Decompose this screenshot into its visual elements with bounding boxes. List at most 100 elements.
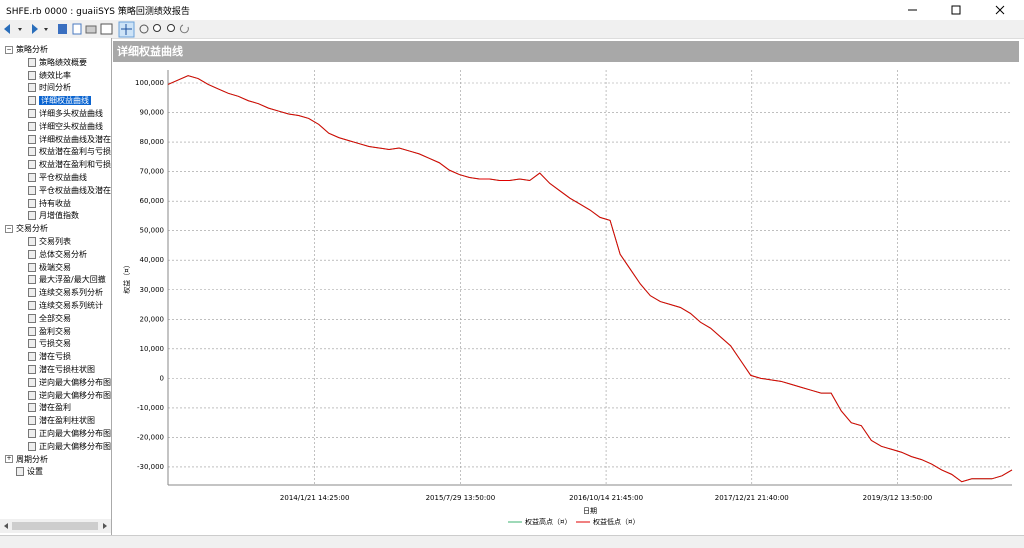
- forward-dropdown[interactable]: [44, 28, 48, 31]
- tree-item[interactable]: 正向最大偏移分布图: [28, 441, 111, 454]
- tree-item[interactable]: 绩效比率: [28, 70, 71, 83]
- tree-item[interactable]: 正向最大偏移分布图: [28, 428, 111, 441]
- tree-label[interactable]: 全部交易: [39, 313, 71, 323]
- tree-label[interactable]: 详细多头权益曲线: [39, 109, 103, 118]
- tree-item[interactable]: 权益潜在盈利和亏损: [28, 159, 111, 172]
- item-icon: [28, 147, 36, 157]
- tree-label[interactable]: 平仓权益曲线及潜在: [39, 185, 111, 195]
- tree-label[interactable]: 平仓权益曲线: [39, 173, 87, 182]
- item-icon: [28, 301, 36, 310]
- expander[interactable]: +: [5, 455, 13, 464]
- tree-group[interactable]: − 交易分析: [5, 223, 48, 236]
- tree-label[interactable]: 详细权益曲线: [39, 96, 91, 106]
- zoom-in-button[interactable]: [153, 24, 161, 32]
- save-button[interactable]: [58, 24, 67, 34]
- tree-item[interactable]: 平仓权益曲线: [28, 172, 87, 185]
- expander[interactable]: −: [5, 224, 13, 233]
- tree-item[interactable]: 盈利交易: [28, 326, 71, 339]
- tree-item[interactable]: 权益潜在盈利与亏损: [28, 146, 111, 159]
- tree-label[interactable]: 详细权益曲线及潜在: [39, 134, 111, 144]
- tree-label[interactable]: 交易列表: [39, 237, 71, 246]
- tree-item[interactable]: 持有收益: [28, 198, 71, 211]
- tree-item[interactable]: 连续交易系列分析: [28, 287, 103, 300]
- forward-button[interactable]: [32, 24, 38, 34]
- tree-label[interactable]: 交易分析: [16, 224, 48, 234]
- tree-label[interactable]: 连续交易系列分析: [39, 288, 103, 298]
- tree-label[interactable]: 盈利交易: [39, 326, 71, 336]
- y-tick-label: 80,000: [140, 138, 165, 146]
- tree-item[interactable]: 总体交易分析: [28, 249, 87, 262]
- tree-label[interactable]: 时间分析: [39, 83, 71, 93]
- tree-label[interactable]: 逆向最大偏移分布图: [39, 390, 111, 400]
- print-button[interactable]: [85, 25, 97, 34]
- tree-label[interactable]: 周期分析: [16, 454, 48, 464]
- tree-group[interactable]: − 策略分析: [5, 44, 48, 57]
- tree-label[interactable]: 总体交易分析: [39, 249, 87, 259]
- tree-item[interactable]: 详细多头权益曲线: [28, 108, 103, 121]
- tree-label[interactable]: 设置: [27, 467, 43, 477]
- tree-label[interactable]: 逆向最大偏移分布图: [39, 377, 111, 387]
- tree-item[interactable]: 连续交易系列统计: [28, 300, 103, 313]
- item-icon: [28, 121, 36, 131]
- tree-item[interactable]: 时间分析: [28, 82, 71, 95]
- tree-label[interactable]: 权益潜在盈利与亏损: [39, 147, 111, 157]
- tree-label[interactable]: 策略绩效概要: [39, 57, 87, 67]
- reset-button[interactable]: [179, 24, 189, 34]
- status-bar: [0, 535, 1024, 548]
- item-icon: [28, 390, 36, 400]
- tree-label[interactable]: 连续交易系列统计: [39, 301, 103, 310]
- tree-item[interactable]: 潜在盈利: [28, 402, 71, 415]
- tree-item[interactable]: 潜在亏损: [28, 351, 71, 364]
- tree-label[interactable]: 极端交易: [39, 262, 71, 272]
- tree-item[interactable]: 全部交易: [28, 313, 71, 326]
- zoom-out-button[interactable]: [167, 24, 175, 32]
- tree-item[interactable]: 平仓权益曲线及潜在: [28, 185, 111, 198]
- scroll-thumb[interactable]: [12, 522, 98, 530]
- tree-item[interactable]: 亏损交易: [28, 338, 71, 351]
- back-button[interactable]: [4, 24, 10, 34]
- maximize-button[interactable]: [951, 5, 961, 15]
- tree-label[interactable]: 正向最大偏移分布图: [39, 441, 111, 451]
- tree-label[interactable]: 持有收益: [39, 198, 71, 208]
- export-button[interactable]: [72, 23, 82, 35]
- legend-label: 权益高点（¤）: [525, 517, 571, 526]
- tree-item[interactable]: 设置: [16, 466, 43, 479]
- tree-item[interactable]: 详细权益曲线及潜在: [28, 134, 111, 147]
- close-button[interactable]: [995, 5, 1005, 15]
- scroll-left[interactable]: [4, 523, 8, 529]
- item-icon: [28, 352, 36, 362]
- pan-button[interactable]: [139, 24, 149, 34]
- item-icon: [28, 365, 36, 374]
- tree-item[interactable]: 潜在盈利柱状图: [28, 415, 95, 428]
- tree-label[interactable]: 月增值指数: [39, 211, 79, 221]
- tree-label[interactable]: 最大浮盈/最大回撤: [39, 275, 106, 285]
- tree-item[interactable]: 逆向最大偏移分布图: [28, 377, 111, 390]
- tree-label[interactable]: 潜在亏损: [39, 352, 71, 362]
- tree-label[interactable]: 详细空头权益曲线: [39, 121, 103, 131]
- tree-item[interactable]: 详细权益曲线: [28, 95, 91, 108]
- equity-line: [167, 75, 1013, 483]
- tree-item[interactable]: 逆向最大偏移分布图: [28, 390, 111, 403]
- tree-item[interactable]: 策略绩效概要: [28, 57, 87, 70]
- tree-item[interactable]: 潜在亏损柱状图: [28, 364, 95, 377]
- tree-label[interactable]: 亏损交易: [39, 339, 71, 349]
- expander[interactable]: −: [5, 45, 13, 54]
- tree-item[interactable]: 最大浮盈/最大回撤: [28, 274, 106, 287]
- y-tick-label: -30,000: [137, 463, 164, 471]
- tree-group[interactable]: + 周期分析: [5, 454, 48, 467]
- tree-label[interactable]: 潜在盈利: [39, 403, 71, 413]
- tree-item[interactable]: 月增值指数: [28, 210, 79, 223]
- tree-item[interactable]: 交易列表: [28, 236, 71, 249]
- tree-label[interactable]: 潜在盈利柱状图: [39, 416, 95, 426]
- scroll-right[interactable]: [103, 523, 107, 529]
- x-axis-label: 日期: [583, 507, 597, 515]
- tree-label[interactable]: 策略分析: [16, 45, 48, 54]
- back-dropdown[interactable]: [18, 28, 22, 31]
- tree-label[interactable]: 潜在亏损柱状图: [39, 365, 95, 374]
- tree-label[interactable]: 权益潜在盈利和亏损: [39, 160, 111, 170]
- table-button[interactable]: [100, 23, 113, 35]
- tree-item[interactable]: 极端交易: [28, 262, 71, 275]
- tree-label[interactable]: 正向最大偏移分布图: [39, 429, 111, 438]
- tree-item[interactable]: 详细空头权益曲线: [28, 121, 103, 134]
- tree-label[interactable]: 绩效比率: [39, 70, 71, 80]
